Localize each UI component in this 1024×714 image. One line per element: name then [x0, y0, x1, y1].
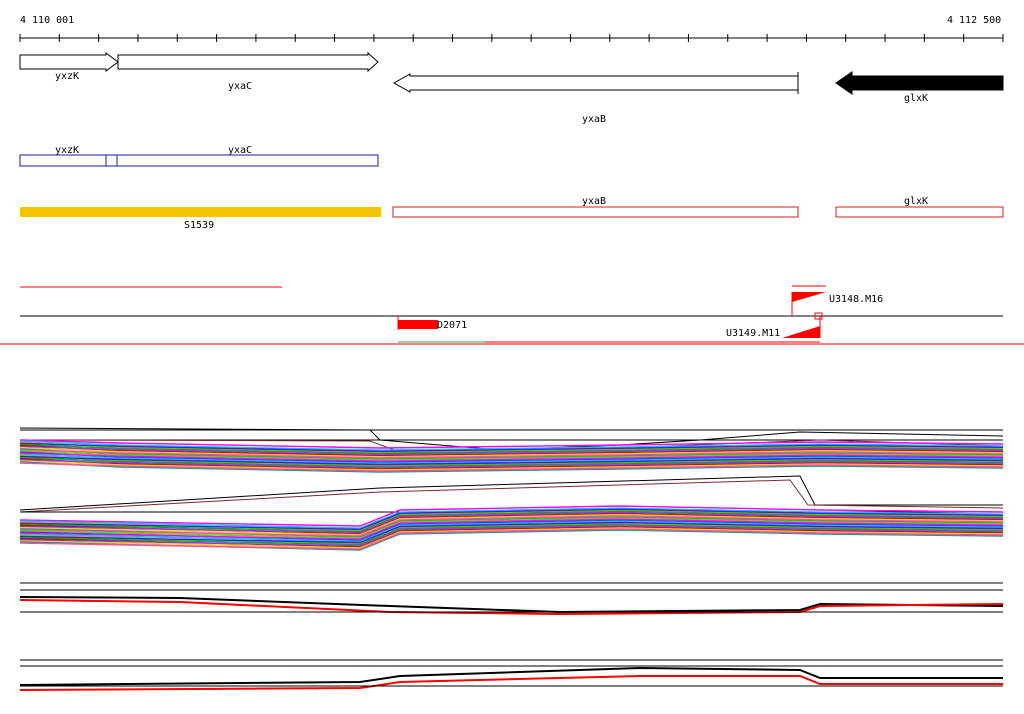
expression-line — [19, 453, 1004, 465]
read-label-U3148: U3148.M16 — [829, 294, 883, 305]
feature-box-yxaB[interactable] — [392, 206, 799, 218]
expression-line — [19, 462, 1004, 472]
expression-line — [19, 513, 1004, 536]
expression-line — [19, 528, 1004, 550]
expression-line — [19, 447, 1004, 458]
axis-ticks — [19, 34, 1004, 42]
axis-end-label: 4 112 500 — [947, 15, 1001, 26]
cds-box-yxzK[interactable] — [19, 154, 379, 167]
expression-line — [19, 520, 1004, 543]
expression-band-2 — [19, 505, 1004, 551]
reads-track: U3148.M16 D2071 U3149.M11 — [0, 285, 1024, 345]
expression-line — [19, 505, 1004, 527]
expression-line — [19, 521, 1004, 544]
expression-line — [19, 523, 1004, 546]
profile-panel-2 — [19, 475, 1004, 513]
expression-line — [19, 525, 1004, 547]
gene-arrow-yxaB[interactable] — [392, 73, 799, 93]
gene-track: yxzK yxaC yxaB glxK — [19, 51, 1004, 125]
gene-arrow-glxK[interactable] — [835, 71, 1004, 95]
axis-start-label: 4 110 001 — [20, 15, 74, 26]
cds-label-yxzK: yxzK — [55, 145, 79, 156]
segment-label-S1539: S1539 — [184, 220, 214, 231]
gene-label-yxzK: yxzK — [55, 71, 79, 82]
expression-line — [19, 508, 1004, 531]
expression-line — [19, 440, 1004, 451]
profile-panel-3 — [19, 582, 1004, 616]
expression-line — [19, 518, 1004, 540]
gene-label-yxaB: yxaB — [582, 114, 606, 125]
expression-band-1 — [19, 439, 1004, 473]
profile-panel-4 — [19, 659, 1003, 691]
expression-line — [19, 455, 1004, 466]
expression-line — [19, 443, 1004, 455]
expression-panels — [19, 427, 1004, 691]
expression-line — [19, 527, 1004, 549]
read-label-U3149: U3149.M11 — [726, 328, 780, 339]
expression-line — [19, 439, 1004, 449]
expression-line — [19, 445, 1004, 456]
expression-line — [19, 449, 1004, 459]
expression-line — [19, 450, 1004, 461]
expression-line — [19, 507, 1004, 529]
expression-line — [19, 452, 1004, 462]
read-marker-U3149 — [814, 312, 823, 320]
gene-label-glxK: glxK — [904, 93, 928, 104]
feature-box-glxK[interactable] — [835, 206, 1004, 218]
feature-label-yxaB: yxaB — [582, 196, 606, 207]
expression-line — [19, 510, 1004, 533]
feature-label-glxK: glxK — [904, 196, 928, 207]
read-box-D2071[interactable] — [398, 320, 438, 329]
read-flag-U3148[interactable] — [792, 292, 826, 302]
cds-track: yxzK yxaC — [19, 145, 379, 167]
expression-line — [19, 442, 1004, 453]
feature-track: S1539 yxaB glxK — [20, 196, 1004, 231]
expression-line — [19, 456, 1004, 468]
expression-line — [19, 517, 1004, 539]
segment-S1539[interactable] — [20, 207, 381, 217]
read-flag-U3149[interactable] — [782, 326, 820, 338]
gene-arrow-yxaC[interactable] — [117, 51, 379, 73]
gene-arrow-yxzK[interactable] — [19, 52, 119, 72]
expression-line — [19, 515, 1004, 537]
expression-line — [19, 511, 1004, 534]
expression-line — [19, 460, 1004, 471]
gene-label-yxaC: yxaC — [228, 81, 252, 92]
coordinate-axis: 4 110 001 4 112 500 — [19, 15, 1004, 42]
read-label-D2071: D2071 — [437, 320, 467, 331]
expression-line — [19, 459, 1004, 469]
cds-label-yxaC: yxaC — [228, 145, 252, 156]
